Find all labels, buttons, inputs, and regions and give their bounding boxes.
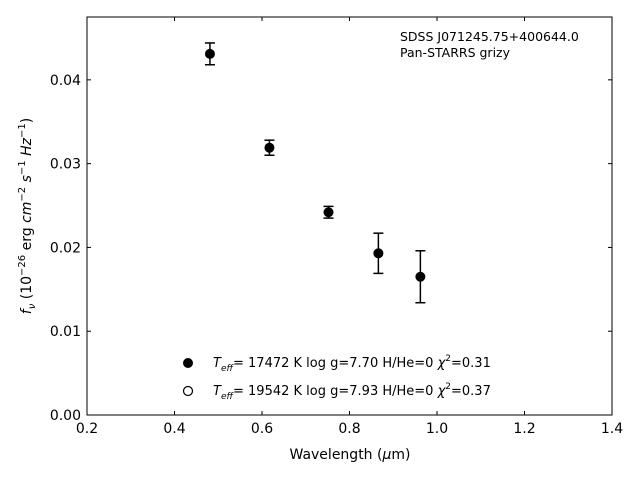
- x-axis-label: Wavelength (μm): [290, 447, 411, 463]
- y-tick-label: 0.03: [50, 157, 81, 173]
- plot-frame: [86, 16, 613, 416]
- x-tick-label: 0.8: [338, 421, 360, 437]
- data-point: [264, 142, 275, 153]
- y-tick-label: 0.00: [50, 408, 81, 424]
- legend-label-2: Teff= 19542 K log g=7.93 H/He=0 χ2=0.37: [213, 382, 491, 402]
- y-tick-label: 0.01: [50, 324, 81, 340]
- data-point: [204, 48, 215, 59]
- x-axis-ticks: 0.2 0.4 0.6 0.8 1.0 1.2 1.4: [76, 17, 623, 437]
- data-point: [373, 248, 384, 259]
- data-point: [415, 271, 426, 282]
- x-tick-label: 1.0: [426, 421, 448, 437]
- annotation-object-name: SDSS J071245.75+400644.0: [400, 29, 579, 44]
- y-axis-ticks: 0.00 0.01 0.02 0.03 0.04: [50, 73, 612, 424]
- x-tick-label: 0.6: [251, 421, 273, 437]
- data-point-group: [373, 232, 384, 275]
- y-tick-label: 0.04: [50, 73, 81, 89]
- legend-marker-open: [182, 385, 194, 397]
- data-point-group: [415, 250, 426, 304]
- data-point-group: [264, 139, 275, 157]
- annotation-photometry: Pan-STARRS grizy: [400, 45, 511, 60]
- x-tick-label: 0.4: [163, 421, 185, 437]
- legend-marker-filled: [183, 358, 193, 368]
- data-point-group: [323, 205, 334, 219]
- legend-label-1: Teff= 17472 K log g=7.70 H/He=0 χ2=0.31: [213, 354, 491, 374]
- y-tick-label: 0.02: [50, 240, 81, 256]
- legend-entry-2: Teff= 19542 K log g=7.93 H/He=0 χ2=0.37: [182, 382, 491, 402]
- legend: Teff= 17472 K log g=7.70 H/He=0 χ2=0.31 …: [182, 354, 491, 402]
- x-tick-label: 1.4: [601, 421, 623, 437]
- legend-entry-1: Teff= 17472 K log g=7.70 H/He=0 χ2=0.31: [183, 354, 491, 374]
- data-point-group: [204, 42, 215, 66]
- data-point: [323, 207, 334, 218]
- y-axis-label: fν (10−26 erg cm−2 s−1 Hz−1): [17, 118, 38, 314]
- x-tick-label: 0.2: [76, 421, 98, 437]
- data-points: [204, 42, 426, 304]
- x-tick-label: 1.2: [513, 421, 535, 437]
